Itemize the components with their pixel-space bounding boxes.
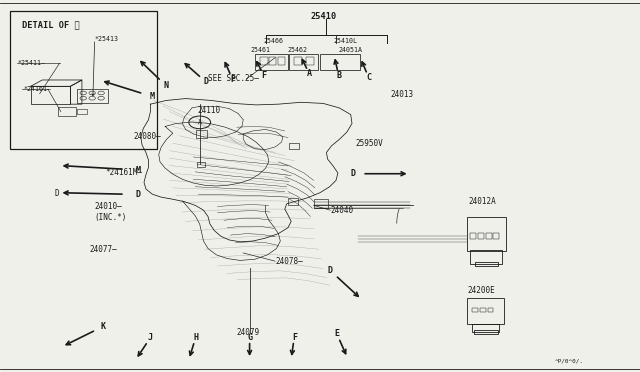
Bar (314, 199, 328, 208)
Text: DETAIL OF Ⓐ: DETAIL OF Ⓐ (22, 20, 80, 29)
Text: P: P (230, 75, 235, 84)
Text: *25411–: *25411– (17, 60, 45, 66)
Bar (31, 86, 70, 104)
Bar (467, 298, 504, 324)
Bar (77, 89, 108, 103)
Bar (288, 198, 298, 205)
Bar (269, 57, 276, 65)
Bar (467, 217, 506, 251)
Text: D: D (328, 266, 333, 275)
Text: D: D (350, 169, 355, 178)
Bar (470, 250, 502, 264)
Text: G: G (247, 333, 252, 341)
Bar (478, 233, 484, 239)
Text: M: M (149, 92, 154, 101)
Bar (475, 262, 498, 266)
Text: 24080–: 24080– (134, 132, 161, 141)
Text: D: D (55, 189, 60, 198)
Bar (10, 11, 157, 149)
Text: C: C (366, 73, 371, 82)
Text: 24051A: 24051A (339, 47, 363, 53)
Bar (255, 54, 288, 70)
Text: A: A (307, 69, 312, 78)
Bar (470, 233, 476, 239)
Text: 24110: 24110 (197, 106, 220, 115)
Bar (289, 54, 318, 70)
Text: ^P/0^0/.: ^P/0^0/. (555, 359, 584, 364)
Text: 24200E: 24200E (467, 286, 495, 295)
Bar (472, 324, 499, 332)
Bar (196, 130, 207, 138)
Bar (493, 233, 499, 239)
Text: 24079: 24079 (237, 328, 260, 337)
Text: 25950V: 25950V (356, 139, 383, 148)
Text: F: F (292, 333, 297, 341)
Text: 25462: 25462 (287, 47, 308, 53)
Text: *25413: *25413 (95, 36, 119, 42)
Text: 25461: 25461 (250, 47, 271, 53)
Bar (58, 107, 76, 116)
Text: 24040: 24040 (330, 206, 353, 215)
Bar (278, 57, 285, 65)
Text: H: H (193, 333, 198, 342)
Text: *24161M–: *24161M– (106, 168, 143, 177)
Bar (289, 143, 299, 149)
Bar (488, 308, 493, 312)
Text: 24010–: 24010– (95, 202, 122, 211)
Text: E: E (334, 329, 339, 338)
Text: F: F (261, 71, 266, 80)
Bar (197, 162, 205, 167)
Bar (472, 308, 478, 312)
Bar (260, 57, 268, 65)
Bar (77, 109, 87, 114)
Bar (486, 233, 492, 239)
Text: 25466: 25466 (264, 38, 284, 44)
Text: D: D (203, 77, 208, 86)
Text: 24013: 24013 (390, 90, 413, 99)
Text: K: K (100, 322, 106, 331)
Text: D: D (135, 190, 140, 199)
Text: 25410L: 25410L (333, 38, 358, 44)
Text: J: J (148, 333, 153, 342)
Bar (294, 57, 302, 65)
Text: M: M (135, 166, 140, 174)
Text: (INC.*): (INC.*) (95, 213, 127, 222)
Bar (306, 57, 314, 65)
Text: 24078–: 24078– (275, 257, 303, 266)
Bar (474, 330, 498, 334)
Text: 24012A: 24012A (468, 197, 496, 206)
Text: 24077–: 24077– (90, 245, 117, 254)
Text: *24161–: *24161– (23, 86, 51, 92)
Text: B: B (336, 71, 341, 80)
Bar (320, 54, 360, 70)
Bar (480, 308, 486, 312)
Text: N: N (163, 81, 168, 90)
Text: SEE SEC.25–: SEE SEC.25– (208, 74, 259, 83)
Text: 25410: 25410 (310, 12, 337, 21)
Text: A: A (198, 119, 202, 125)
